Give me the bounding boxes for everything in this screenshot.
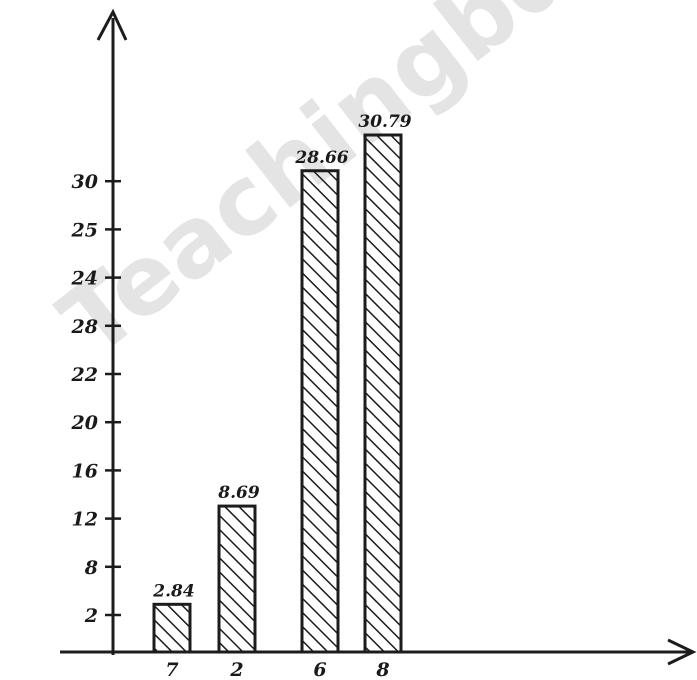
y-tick-label: 28 xyxy=(71,316,98,338)
x-tick-label: 6 xyxy=(313,659,326,680)
x-tick-label: 8 xyxy=(375,659,389,680)
y-tick-label: 16 xyxy=(72,460,98,482)
data-label: 28.66 xyxy=(294,148,348,168)
y-tick-label: 2 xyxy=(84,605,98,627)
y-tick-label: 20 xyxy=(71,412,98,434)
bar xyxy=(363,133,403,654)
y-axis-arrow xyxy=(96,8,128,41)
data-label: 8.69 xyxy=(217,483,260,503)
bar xyxy=(300,169,340,654)
x-tick-label: 2 xyxy=(229,659,243,680)
y-tick-label: 30 xyxy=(72,171,98,193)
x-axis-arrow xyxy=(667,638,697,666)
y-tick-label: 22 xyxy=(71,364,98,386)
y-tick-label: 12 xyxy=(72,509,98,531)
y-tick-label: 24 xyxy=(71,268,98,290)
bars xyxy=(152,133,403,654)
data-labels: 2.84 8.69 28.66 30.79 xyxy=(152,112,411,601)
y-tick-label: 8 xyxy=(84,557,98,579)
y-tick-label: 25 xyxy=(71,219,98,241)
bar xyxy=(217,504,257,654)
bar xyxy=(152,602,192,654)
category-labels: 7 2 6 8 xyxy=(165,659,389,680)
data-label: 2.84 xyxy=(152,581,194,601)
x-tick-label: 7 xyxy=(165,659,178,680)
data-label: 30.79 xyxy=(358,112,411,132)
